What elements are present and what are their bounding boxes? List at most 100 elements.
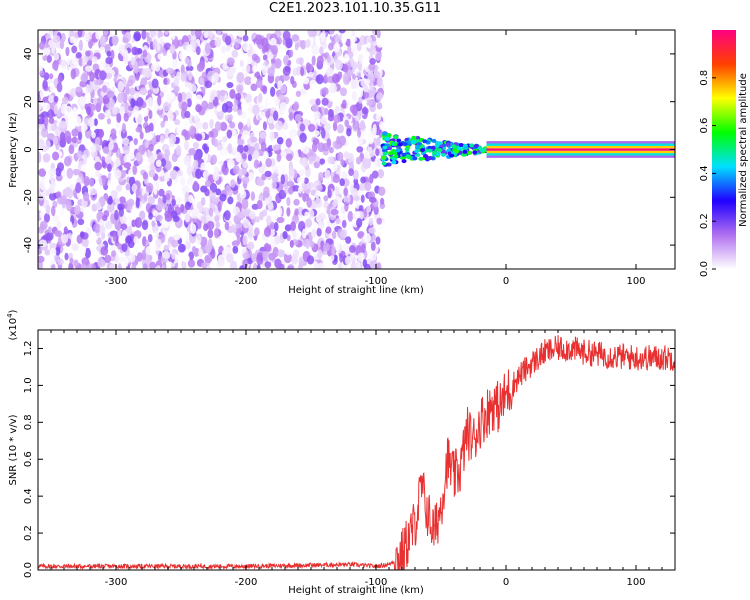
spectrogram-cell [344, 201, 349, 212]
x-tick-label: -100 [365, 577, 388, 588]
spectrogram-cell [373, 205, 379, 216]
spectrogram-cell [145, 182, 154, 193]
spectrogram-cell [311, 104, 319, 113]
spectrogram-cell [75, 182, 82, 194]
spectrogram-cell [258, 193, 263, 201]
spectrogram-cell [77, 30, 83, 38]
spectrogram-cell [255, 79, 263, 88]
spectrogram-cell [217, 144, 222, 151]
colorbar-scale [712, 30, 736, 269]
spectrogram-cell [165, 192, 171, 201]
colorbar-tick-label: 0.0 [699, 261, 710, 277]
spectrogram-cell [306, 181, 315, 190]
spectrogram-cell [204, 180, 211, 188]
spectrogram-cell [267, 237, 272, 245]
spectrogram-cells [38, 30, 675, 269]
y-tick-label: -40 [23, 237, 34, 253]
spectrogram-cell [288, 166, 295, 177]
spectrogram-cell [290, 254, 298, 265]
spectrogram-cell [147, 96, 153, 107]
spectrogram-cell [202, 151, 209, 162]
spectrogram-cell [81, 237, 89, 248]
spectrogram-cell [44, 48, 51, 56]
spectrogram-cell [223, 210, 231, 221]
spectrogram-cell [147, 233, 153, 243]
spectrogram-cell [282, 121, 289, 131]
spectrogram-cell [282, 66, 291, 76]
spectrogram-cell [270, 37, 277, 46]
spectrogram-cell [135, 72, 140, 81]
spectrogram-cell [122, 137, 130, 146]
spectrogram-cell [246, 117, 251, 128]
spectrogram-cell [50, 179, 56, 190]
spectrogram-cell [226, 68, 235, 77]
spectrogram-y-label: Frequency (Hz) [8, 112, 19, 188]
spectrogram-cell [252, 104, 260, 116]
spectrogram-cell [320, 36, 326, 43]
spectrogram-cell [216, 259, 225, 268]
spectrogram-cell [186, 165, 192, 176]
spectrogram-cell [239, 59, 244, 68]
spectrogram-cell [251, 253, 257, 263]
spectrogram-cell [232, 103, 239, 113]
spectrogram-cell [454, 149, 460, 154]
spectrogram-cell [247, 49, 253, 57]
spectrogram-cell [114, 197, 120, 205]
spectrogram-cell [240, 186, 245, 196]
x-tick-label: 100 [626, 276, 645, 287]
spectrogram-cell [156, 41, 161, 52]
spectrogram-cell [97, 113, 105, 120]
spectrogram-cell [129, 140, 135, 150]
spectrogram-cell [194, 133, 203, 141]
spectrogram-cell [71, 243, 79, 252]
spectrogram-cell [166, 93, 173, 104]
spectrogram-cell [169, 112, 174, 122]
spectrogram-cell [241, 153, 248, 160]
spectrogram-cell [99, 61, 106, 71]
spectrogram-cell [68, 144, 75, 155]
spectrogram-cell [356, 129, 362, 138]
spectrogram-cell [195, 45, 201, 56]
spectrogram-cell [280, 174, 286, 185]
spectrogram-cell [284, 224, 292, 232]
spectrogram-cell [77, 131, 83, 141]
spectrogram-cell [119, 214, 127, 224]
spectrogram-cell [346, 92, 353, 102]
x-tick-label: 100 [626, 577, 645, 588]
spectrogram-cell [85, 50, 91, 57]
spectrogram-cell [221, 164, 226, 173]
spectrogram-cell [200, 196, 206, 206]
spectrogram-cell [458, 142, 464, 147]
spectrogram-cell [135, 197, 140, 209]
spectrogram-cell [289, 128, 298, 138]
spectrogram-cell [367, 89, 374, 99]
y-tick-label: 1.2 [23, 341, 34, 357]
spectrogram-cell [359, 120, 366, 131]
spectrogram-cell [176, 170, 183, 177]
spectrogram-cell [318, 171, 324, 182]
spectrogram-cell [202, 122, 209, 130]
spectrogram-cell [184, 56, 190, 65]
spectrogram-cell [149, 30, 156, 38]
spectrogram-cell [106, 118, 112, 125]
spectrogram-cell [57, 74, 63, 85]
spectrogram-cell [104, 220, 113, 230]
spectrogram-cell [236, 236, 241, 245]
spectrogram-cell [391, 160, 397, 165]
spectrogram-cell [148, 109, 153, 120]
spectrogram-cell [361, 107, 369, 115]
spectrogram-cell [89, 187, 97, 196]
spectrogram-cell [183, 140, 190, 151]
spectrogram-cell [346, 128, 352, 137]
spectrogram-cell [341, 219, 347, 229]
spectrogram-cell [77, 218, 85, 226]
spectrogram-cell [83, 175, 90, 187]
spectrogram-cell [148, 169, 156, 178]
spectrogram-cell [59, 194, 68, 205]
spectrogram-cell [264, 170, 272, 178]
spectrogram-cell [232, 165, 240, 175]
spectrogram-cell [51, 151, 60, 161]
spectrogram-cell [162, 101, 171, 112]
spectrogram-cell [248, 210, 256, 220]
snr-frame [37, 329, 676, 571]
